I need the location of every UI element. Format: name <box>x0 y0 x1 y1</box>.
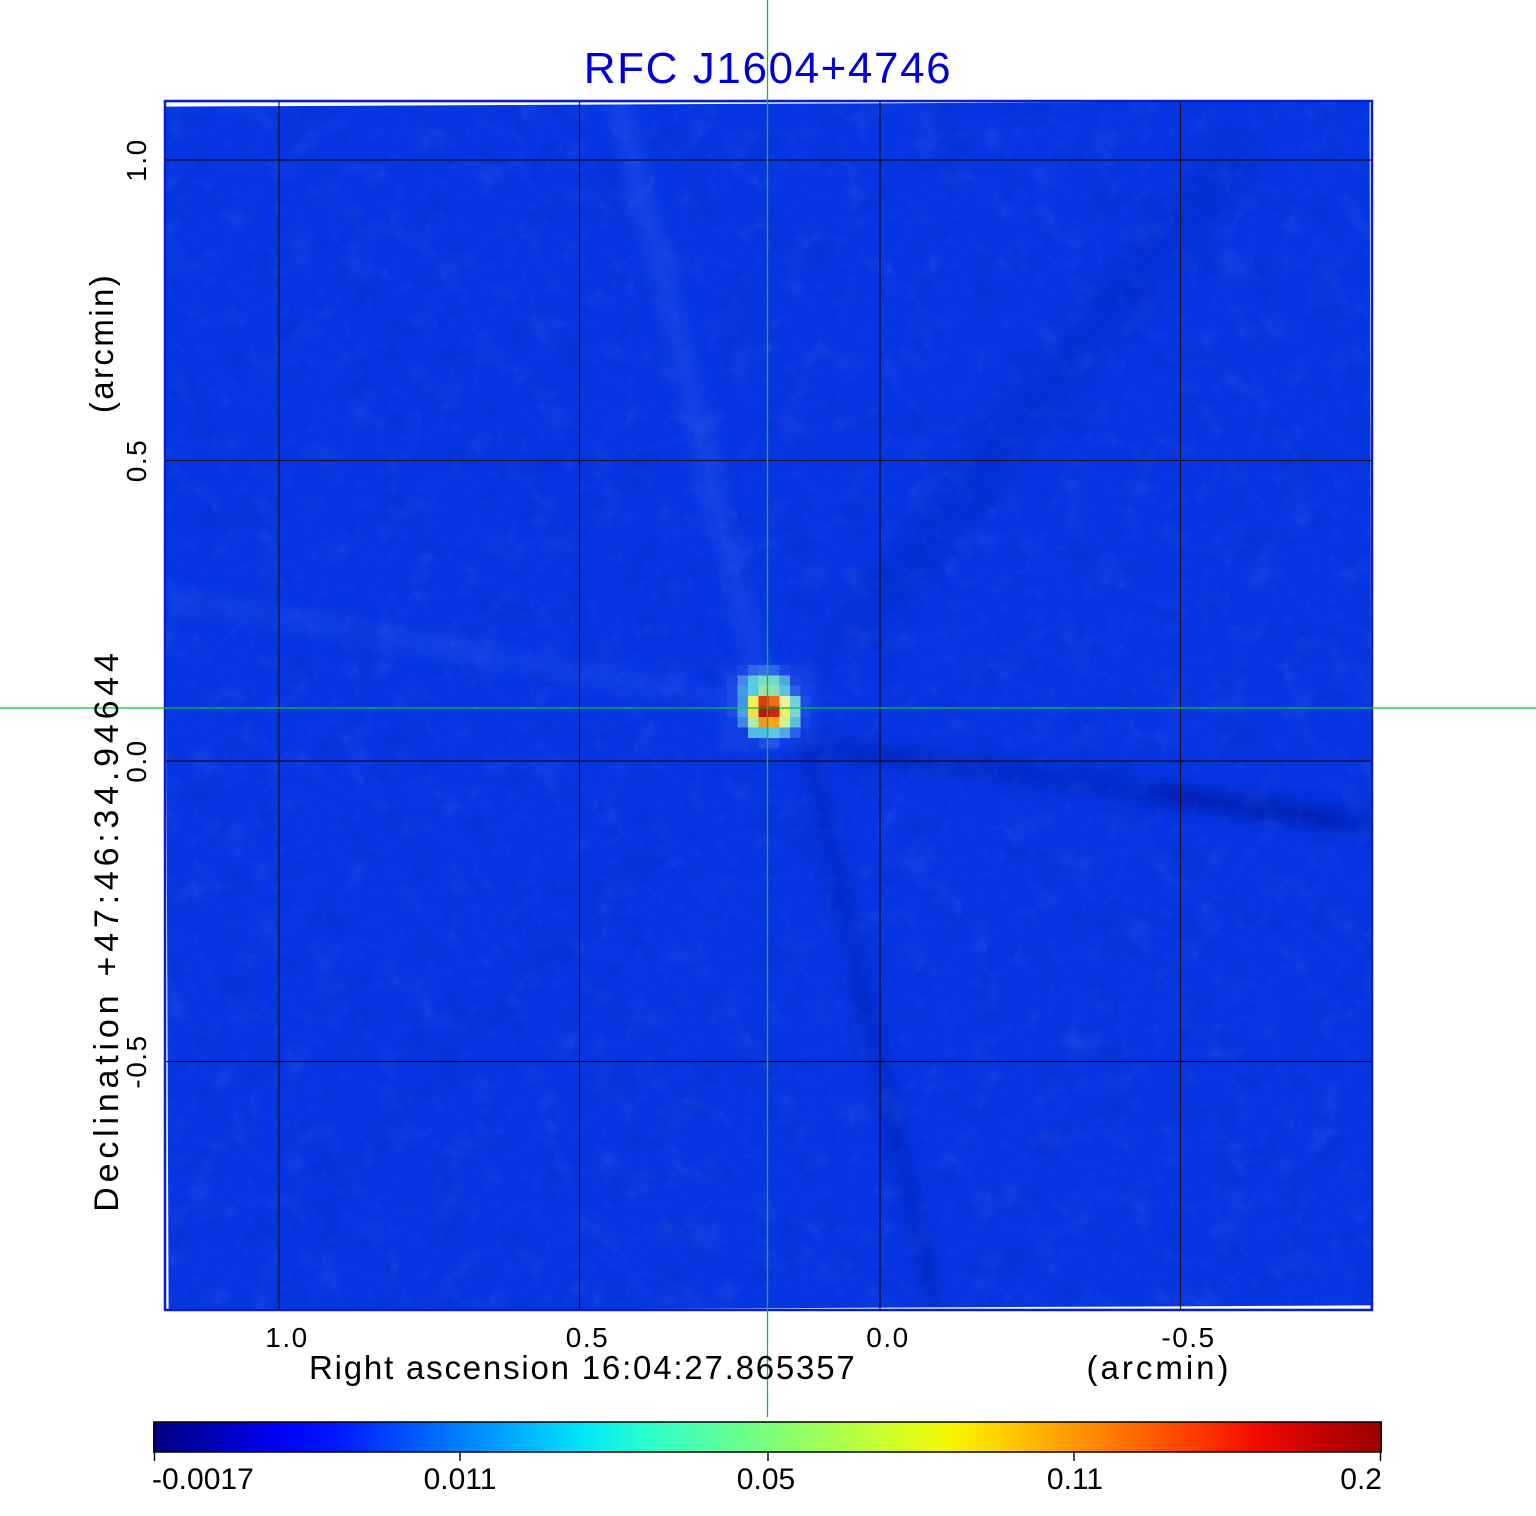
svg-text:0.0: 0.0 <box>866 1322 909 1353</box>
svg-text:Declination +47:46:34.94644: Declination +47:46:34.94644 <box>88 648 126 1211</box>
svg-text:-0.5: -0.5 <box>1161 1322 1215 1353</box>
svg-text:1.0: 1.0 <box>121 138 152 181</box>
svg-text:(arcmin): (arcmin) <box>83 273 120 413</box>
svg-text:0.05: 0.05 <box>737 1463 795 1496</box>
svg-text:0.2: 0.2 <box>1340 1463 1382 1496</box>
svg-text:-0.0017: -0.0017 <box>152 1463 254 1496</box>
svg-text:0.011: 0.011 <box>424 1463 497 1496</box>
svg-text:1.0: 1.0 <box>265 1322 308 1353</box>
svg-text:0.0: 0.0 <box>121 739 152 782</box>
svg-text:0.11: 0.11 <box>1047 1463 1103 1496</box>
svg-text:RFC J1604+4746: RFC J1604+4746 <box>584 44 953 93</box>
svg-text:0.5: 0.5 <box>121 439 152 482</box>
svg-text:(arcmin): (arcmin) <box>1087 1349 1232 1386</box>
svg-text:-0.5: -0.5 <box>121 1034 152 1088</box>
svg-text:0.5: 0.5 <box>566 1322 609 1353</box>
svg-text:Right ascension 16:04:27.8653: Right ascension 16:04:27.865357 <box>309 1349 857 1386</box>
